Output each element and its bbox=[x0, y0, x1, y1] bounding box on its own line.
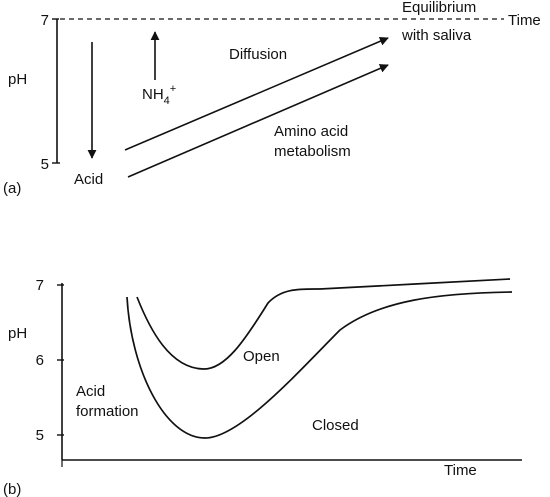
panel-a-tick-label-7: 7 bbox=[41, 12, 49, 29]
amino-acid-arrow bbox=[127, 64, 389, 178]
panel-b-tick-label-6: 6 bbox=[36, 352, 44, 369]
diffusion-label: Diffusion bbox=[229, 46, 287, 63]
panel-b-tick-label-7: 7 bbox=[36, 277, 44, 294]
equilibrium-label-line2: with saliva bbox=[401, 27, 472, 44]
panel-b: 7 6 5 pH Time Acid formation Open Closed… bbox=[3, 277, 522, 497]
open-label: Open bbox=[243, 348, 280, 365]
panel-b-x-axis-label: Time bbox=[444, 462, 477, 479]
panel-b-tick-label-5: 5 bbox=[36, 427, 44, 444]
amino-acid-label-line2: metabolism bbox=[274, 143, 351, 160]
closed-curve bbox=[126, 291, 513, 439]
panel-a: 7 5 pH Time Equilibrium with saliva Acid… bbox=[3, 0, 541, 197]
acid-label: Acid bbox=[74, 171, 103, 188]
panel-a-time-label: Time bbox=[508, 12, 541, 29]
diffusion-arrow bbox=[124, 37, 389, 151]
open-curve bbox=[136, 278, 511, 370]
panel-a-tick-label-5: 5 bbox=[41, 156, 49, 173]
acid-formation-label-line1: Acid bbox=[76, 383, 105, 400]
panel-a-label: (a) bbox=[3, 180, 21, 197]
ammonium-label: NH4+ bbox=[142, 83, 176, 107]
closed-label: Closed bbox=[312, 417, 359, 434]
amino-acid-label-line1: Amino acid bbox=[274, 123, 348, 140]
panel-a-y-axis-label: pH bbox=[8, 71, 27, 88]
equilibrium-label-line1: Equilibrium bbox=[402, 0, 476, 16]
panel-b-y-axis-label: pH bbox=[8, 325, 27, 342]
acid-formation-label-line2: formation bbox=[76, 403, 139, 420]
panel-b-label: (b) bbox=[3, 481, 21, 497]
